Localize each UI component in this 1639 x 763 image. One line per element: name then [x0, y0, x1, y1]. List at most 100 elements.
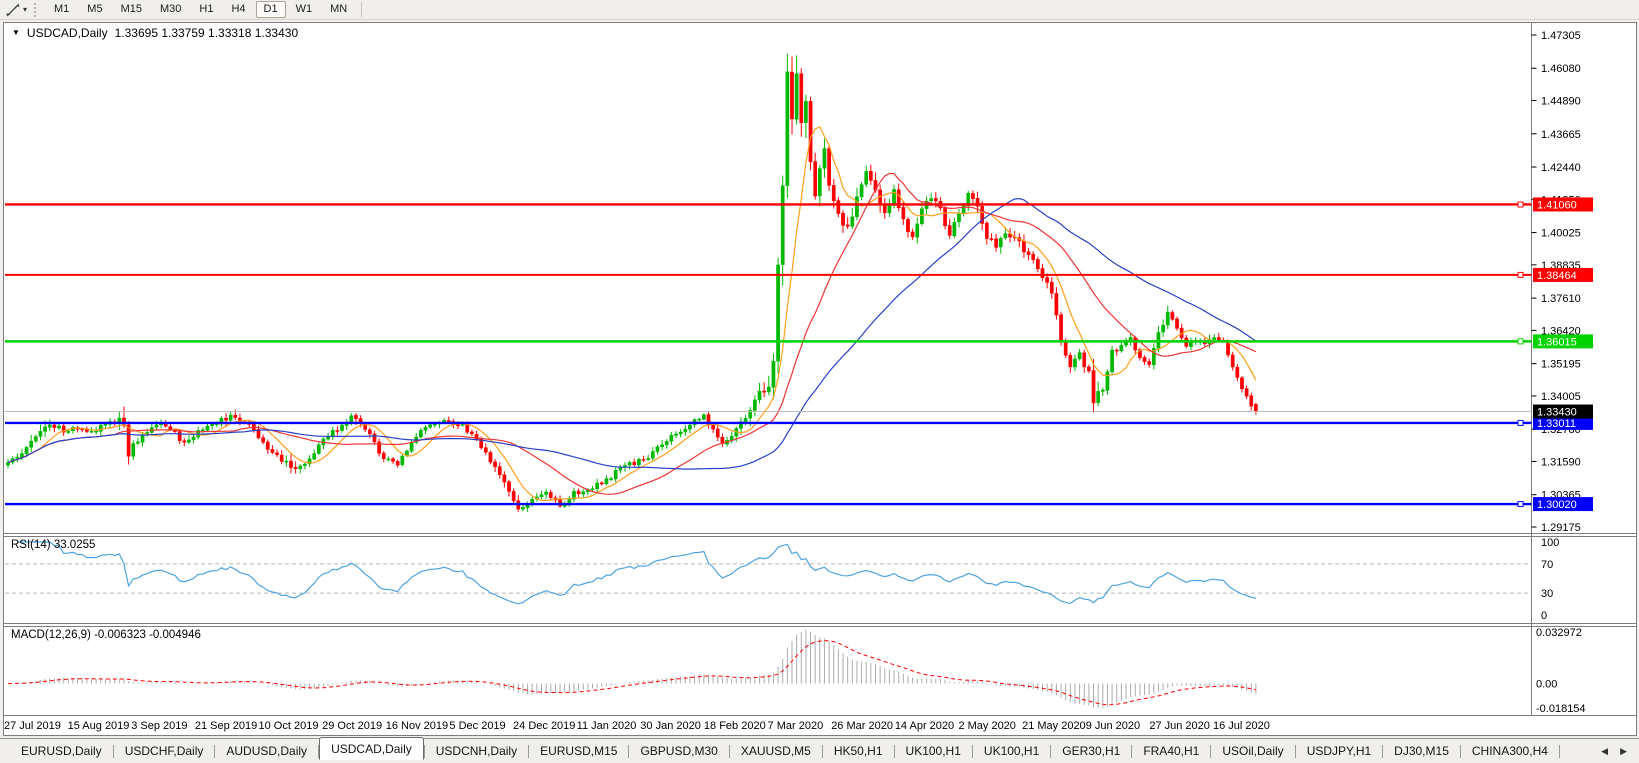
- timeframe-button-w1[interactable]: W1: [295, 3, 313, 15]
- hline-price-badge: [1533, 334, 1593, 349]
- tab-separator: [628, 744, 630, 758]
- tab-separator: [1050, 744, 1052, 758]
- chevron-down-icon[interactable]: ▾: [23, 5, 28, 14]
- toolbar-grip[interactable]: [34, 2, 39, 17]
- chart-tab-usdcnh-daily[interactable]: USDCNH,Daily: [435, 744, 518, 758]
- macd-axis-label: -0.018154: [1536, 703, 1586, 715]
- chart-window-frame: [3, 22, 1637, 736]
- date-tick-label: 24 Dec 2019: [513, 720, 575, 732]
- toolbar-separator: [361, 2, 363, 17]
- hline-price-badge-text: 1.38464: [1537, 270, 1577, 282]
- timeframe-button-mn[interactable]: MN: [330, 3, 348, 15]
- chart-symbol-period: USDCAD,Daily: [26, 26, 108, 40]
- timeframe-button-h1[interactable]: H1: [199, 3, 214, 15]
- macd-axis-label: 0.032972: [1536, 627, 1582, 639]
- macd-signal-line: [8, 640, 1257, 706]
- chart-tabs-bar: EURUSD,Daily USDCHF,Daily AUDUSD,Daily USDC…: [0, 737, 1639, 763]
- tab-separator: [318, 744, 320, 758]
- date-tick-label: 27 Jun 2020: [1149, 720, 1210, 732]
- date-tick-label: 2 May 2020: [958, 720, 1015, 732]
- rsi-axis-label: 30: [1541, 588, 1553, 600]
- tab-separator: [528, 744, 530, 758]
- current-price-badge: [1533, 404, 1593, 419]
- date-tick-label: 29 Oct 2019: [322, 720, 382, 732]
- timeframe-button-d1[interactable]: D1: [255, 1, 286, 18]
- price-tick-label: 1.31590: [1541, 456, 1581, 468]
- price-tick-label: 1.46080: [1541, 63, 1581, 75]
- date-tick-label: 5 Dec 2019: [449, 720, 505, 732]
- chart-tab-china300-h4[interactable]: CHINA300,H4: [1471, 744, 1548, 758]
- timeframe-button-m15[interactable]: M15: [120, 3, 142, 15]
- price-tick-label: 1.44890: [1541, 96, 1581, 108]
- chart-tab-usoil-daily[interactable]: USOil,Daily: [1222, 744, 1284, 758]
- date-tick-label: 16 Jul 2020: [1213, 720, 1270, 732]
- moving-averages-layer: [7, 126, 1257, 502]
- time-axis[interactable]: 27 Jul 2019 15 Aug 2019 3 Sep 2019 21 Sep 2…: [4, 720, 1270, 732]
- chart-tab-eurusd-m15[interactable]: EURUSD,M15: [540, 744, 618, 758]
- chart-tab-usdchf-daily[interactable]: USDCHF,Daily: [124, 744, 204, 758]
- toolbar: ▾ M1 M5 M15 M30 H1 H4 D1 W1 MN: [0, 0, 1639, 20]
- chart-tab-hk50-h1[interactable]: HK50,H1: [833, 744, 883, 758]
- chart-tab-ger30-h1[interactable]: GER30,H1: [1062, 744, 1121, 758]
- date-tick-label: 9 Jun 2020: [1086, 720, 1140, 732]
- date-tick-label: 26 Mar 2020: [831, 720, 893, 732]
- date-tick-label: 3 Sep 2019: [131, 720, 187, 732]
- medium-ma-line[interactable]: [7, 172, 1257, 495]
- tab-separator: [112, 744, 114, 758]
- hline-handle[interactable]: [1517, 419, 1524, 426]
- chart-tab-xauusd-m5[interactable]: XAUUSD,M5: [740, 744, 811, 758]
- tab-separator: [1210, 744, 1212, 758]
- price-tick-label: 1.35195: [1541, 359, 1581, 371]
- tab-separator: [821, 744, 823, 758]
- price-tick-label: 1.42440: [1541, 162, 1581, 174]
- chart-tabs: EURUSD,Daily USDCHF,Daily AUDUSD,Daily USDC…: [10, 737, 1560, 761]
- horizontal-lines-layer: [5, 201, 1532, 508]
- price-tick-label: 1.43665: [1541, 129, 1581, 141]
- hline-handle[interactable]: [1517, 501, 1524, 508]
- date-tick-label: 21 Sep 2019: [195, 720, 257, 732]
- trendline-tool-icon[interactable]: [4, 2, 22, 18]
- timeframe-button-m1[interactable]: M1: [54, 3, 70, 15]
- chart-tab-usdcad-daily[interactable]: USDCAD,Daily: [319, 737, 424, 760]
- rsi-indicator-label: RSI(14) 33.0255: [11, 539, 96, 551]
- price-axis[interactable]: 1.473051.460801.448901.436651.424401.412…: [1531, 30, 1594, 715]
- tab-scroll-right-icon[interactable]: ▶: [1620, 745, 1627, 756]
- date-tick-label: 11 Jan 2020: [577, 720, 637, 732]
- fast-ma-line[interactable]: [7, 126, 1257, 502]
- timeframe-button-m30[interactable]: M30: [159, 3, 182, 15]
- date-tick-label: 10 Oct 2019: [259, 720, 319, 732]
- hline-handle[interactable]: [1517, 201, 1524, 208]
- timeframe-button-m5[interactable]: M5: [87, 3, 103, 15]
- current-price-badge-text: 1.33430: [1537, 407, 1577, 419]
- triangle-down-icon[interactable]: ▼: [12, 28, 20, 37]
- date-tick-label: 14 Apr 2020: [895, 720, 954, 732]
- rsi-axis-label: 100: [1541, 537, 1559, 549]
- date-tick-label: 15 Aug 2019: [68, 720, 130, 732]
- rsi-layer: [5, 541, 1531, 605]
- hline-handle[interactable]: [1517, 338, 1524, 345]
- tab-scroll-left-icon[interactable]: ◀: [1601, 745, 1609, 756]
- chart-tab-gbpusd-m30[interactable]: GBPUSD,M30: [640, 744, 718, 758]
- tab-separator: [423, 744, 425, 758]
- slow-ma-line[interactable]: [7, 197, 1257, 470]
- chart-tab-dj30-m15[interactable]: DJ30,M15: [1394, 744, 1449, 758]
- chart-title: ▼ USDCAD,Daily 1.33695 1.33759 1.33318 1…: [12, 26, 298, 40]
- price-tick-label: 1.37610: [1541, 293, 1581, 305]
- chart-tab-audusd-daily[interactable]: AUDUSD,Daily: [226, 744, 308, 758]
- date-tick-label: 16 Nov 2019: [386, 720, 448, 732]
- chart-ohlc-values: 1.33695 1.33759 1.33318 1.33430: [114, 26, 299, 40]
- chart-tab-fra40-h1[interactable]: FRA40,H1: [1143, 744, 1200, 758]
- tab-separator: [1294, 744, 1296, 758]
- hline-handle[interactable]: [1517, 271, 1524, 278]
- chart-tab-eurusd-daily[interactable]: EURUSD,Daily: [21, 744, 102, 758]
- macd-indicator-label: MACD(12,26,9) -0.006323 -0.004946: [11, 629, 201, 641]
- hline-price-badge: [1533, 497, 1593, 512]
- price-tick-label: 1.34005: [1541, 391, 1581, 403]
- tab-separator: [1382, 744, 1384, 758]
- chart-tab-usdjpy-h1[interactable]: USDJPY,H1: [1306, 744, 1372, 758]
- chart-tab-uk100-h1[interactable]: UK100,H1: [983, 744, 1040, 758]
- timeframe-button-h4[interactable]: H4: [231, 3, 246, 15]
- chart-tab-uk100-h1[interactable]: UK100,H1: [905, 744, 961, 758]
